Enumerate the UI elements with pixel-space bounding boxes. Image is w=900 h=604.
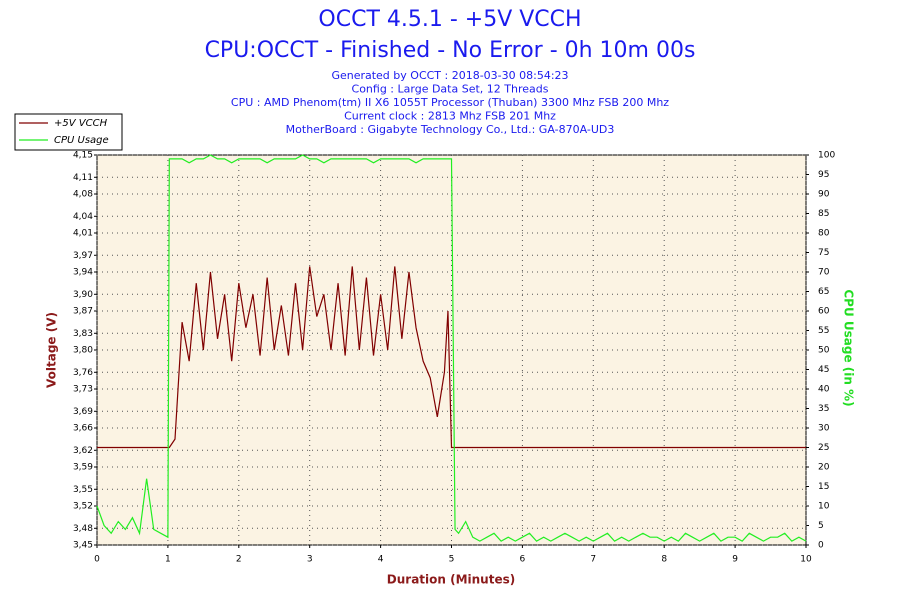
x-tick-label: 1	[165, 555, 171, 565]
y-tick-label: 3,66	[73, 424, 93, 434]
x-tick-label: 3	[307, 555, 313, 565]
chart-subtitle: CPU:OCCT - Finished - No Error - 0h 10m …	[205, 38, 696, 63]
y2-axis-label: CPU Usage (in %)	[842, 289, 856, 406]
y-tick-label: 3,69	[73, 407, 93, 417]
x-tick-label: 8	[661, 555, 667, 565]
y2-tick-label: 20	[818, 463, 830, 473]
y-tick-label: 3,45	[73, 541, 93, 551]
data-line	[96, 154, 807, 542]
y-tick-label: 3,62	[73, 446, 93, 456]
y2-tick-label: 100	[818, 151, 835, 161]
chart-title: OCCT 4.5.1 - +5V VCCH	[318, 7, 581, 32]
y-tick-label: 3,55	[73, 485, 93, 495]
y-tick-label: 4,04	[73, 212, 93, 222]
y2-tick-label: 5	[818, 521, 824, 531]
y-tick-label: 3,94	[73, 268, 93, 278]
y-tick-label: 3,76	[73, 368, 93, 378]
y-tick-label: 3,80	[73, 346, 93, 356]
y-tick-label: 3,90	[73, 290, 93, 300]
y-tick-label: 3,73	[73, 385, 93, 395]
y2-tick-label: 40	[818, 385, 830, 395]
y2-tick-label: 25	[818, 443, 829, 453]
y2-tick-label: 65	[818, 287, 829, 297]
y-tick-label: 4,11	[73, 173, 93, 183]
y2-tick-label: 80	[818, 229, 830, 239]
x-tick-label: 0	[94, 555, 100, 565]
info-line: Generated by OCCT : 2018-03-30 08:54:23	[331, 69, 568, 82]
info-line: MotherBoard : Gigabyte Technology Co., L…	[286, 123, 615, 136]
y2-tick-label: 50	[818, 346, 830, 356]
info-line: CPU : AMD Phenom(tm) II X6 1055T Process…	[231, 96, 669, 109]
y2-tick-label: 90	[818, 190, 830, 200]
y-tick-label: 3,83	[73, 329, 93, 339]
x-tick-label: 7	[590, 555, 596, 565]
legend-box	[14, 113, 123, 151]
y2-tick-label: 55	[818, 326, 829, 336]
y2-tick-label: 85	[818, 209, 829, 219]
y2-tick-label: 10	[818, 502, 830, 512]
y2-tick-label: 60	[818, 307, 830, 317]
info-line: Config : Large Data Set, 12 Threads	[352, 83, 549, 96]
y2-tick-label: 15	[818, 482, 829, 492]
x-axis-label: Duration (Minutes)	[387, 573, 515, 587]
x-tick-label: 2	[236, 555, 242, 565]
y-tick-label: 3,97	[73, 251, 93, 261]
y-tick-label: 4,01	[73, 229, 93, 239]
y-tick-label: 3,59	[73, 463, 93, 473]
y-tick-label: 4,15	[73, 151, 93, 161]
y-tick-label: 3,48	[73, 524, 93, 534]
x-tick-label: 10	[800, 555, 812, 565]
y-tick-label: 3,87	[73, 307, 93, 317]
y2-tick-label: 75	[818, 248, 829, 258]
x-tick-label: 5	[449, 555, 455, 565]
x-tick-label: 9	[732, 555, 738, 565]
y-axis-label: Voltage (V)	[45, 312, 59, 388]
x-tick-label: 6	[520, 555, 526, 565]
info-line: Current clock : 2813 Mhz FSB 201 Mhz	[344, 110, 556, 123]
legend-label: CPU Usage	[54, 135, 109, 146]
data-line	[97, 266, 806, 449]
y-tick-label: 3,52	[73, 502, 93, 512]
y2-tick-label: 0	[818, 541, 824, 551]
y2-tick-label: 30	[818, 424, 830, 434]
y-tick-label: 4,08	[73, 190, 93, 200]
legend-label: +5V VCCH	[54, 118, 108, 129]
y2-tick-label: 35	[818, 404, 829, 414]
y2-tick-label: 70	[818, 268, 830, 278]
y2-tick-label: 45	[818, 365, 829, 375]
x-tick-label: 4	[378, 555, 384, 565]
y2-tick-label: 95	[818, 170, 829, 180]
